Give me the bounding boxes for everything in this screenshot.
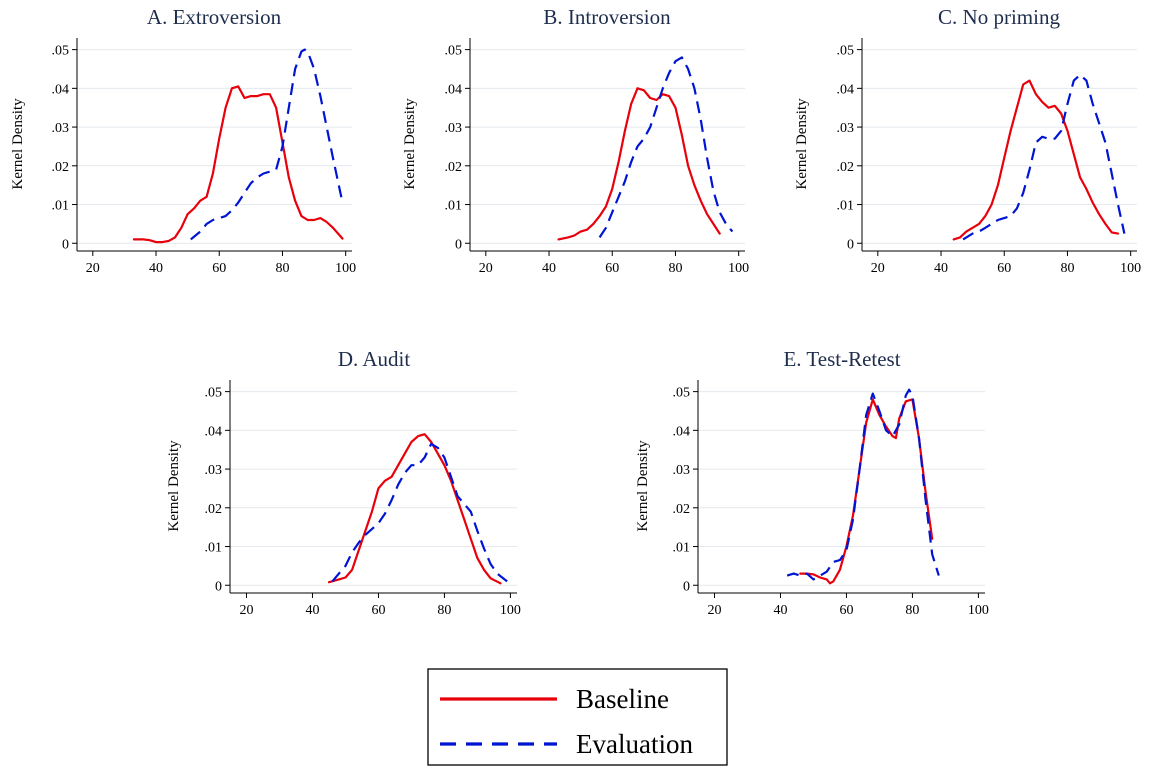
y-tick-label: 0 (683, 579, 690, 594)
y-axis-label: Kernel Density (794, 98, 810, 190)
panel-title: A. Extroversion (147, 5, 282, 29)
y-tick-label: .02 (445, 160, 463, 175)
series-line-baseline (952, 79, 1120, 241)
x-tick-label: 80 (437, 603, 451, 618)
x-tick-label: 40 (542, 261, 556, 276)
y-axis-label: Kernel Density (402, 98, 418, 190)
y-tick-label: .04 (673, 424, 691, 439)
plot-area: 0 .01 .02 .03 .04 .05 20 40 60 80 100 (837, 38, 1141, 276)
y-tick-label: .03 (673, 463, 691, 478)
y-tick-label: .05 (837, 44, 855, 59)
series-line-evaluation (786, 388, 940, 581)
series-line-baseline (557, 87, 721, 241)
y-tick-label: .05 (52, 44, 70, 59)
x-tick-label: 40 (934, 261, 948, 276)
x-tick-label: 40 (149, 261, 163, 276)
y-tick-label: .02 (837, 160, 855, 175)
legend-evaluation-label: Evaluation (576, 729, 693, 759)
y-tick-label: .05 (205, 386, 223, 401)
x-tick-label: 100 (1120, 261, 1141, 276)
x-tick-label: 60 (997, 261, 1011, 276)
y-tick-label: .03 (205, 463, 223, 478)
x-tick-label: 20 (86, 261, 100, 276)
series-line-evaluation (331, 442, 508, 583)
series-line-baseline (327, 433, 502, 585)
y-tick-label: .03 (837, 121, 855, 136)
panel-title: E. Test-Retest (783, 347, 900, 371)
y-tick-label: 0 (847, 237, 854, 252)
x-tick-label: 60 (839, 603, 853, 618)
x-tick-label: 20 (239, 603, 253, 618)
y-tick-label: .04 (52, 82, 70, 97)
x-tick-label: 100 (335, 261, 356, 276)
y-axis-label: Kernel Density (10, 98, 26, 190)
y-axis-label: Kernel Density (635, 440, 651, 532)
y-tick-label: .02 (52, 160, 70, 175)
panel-title: B. Introversion (543, 5, 671, 29)
x-tick-label: 40 (773, 603, 787, 618)
x-tick-label: 80 (905, 603, 919, 618)
y-tick-label: .03 (445, 121, 463, 136)
plot-area: 0 .01 .02 .03 .04 .05 20 40 60 80 100 (445, 38, 749, 276)
y-tick-label: 0 (455, 237, 462, 252)
x-tick-label: 80 (668, 261, 682, 276)
x-tick-label: 20 (479, 261, 493, 276)
series-line-evaluation (190, 48, 344, 241)
x-tick-label: 40 (305, 603, 319, 618)
y-tick-label: .01 (52, 199, 70, 214)
series-line-baseline (132, 85, 344, 244)
x-tick-label: 80 (1060, 261, 1074, 276)
legend: Baseline Evaluation (427, 668, 728, 766)
series-line-baseline (799, 398, 934, 585)
y-tick-label: .04 (205, 424, 223, 439)
panel-title: C. No priming (938, 5, 1060, 29)
series-line-evaluation (598, 56, 734, 239)
x-tick-label: 60 (212, 261, 226, 276)
plot-area: 0 .01 .02 .03 .04 .05 20 40 60 80 100 (673, 380, 989, 618)
y-tick-label: .05 (445, 44, 463, 59)
y-tick-label: 0 (62, 237, 69, 252)
y-axis-label: Kernel Density (166, 440, 182, 532)
y-tick-label: .04 (837, 82, 855, 97)
plot-area: 0 .01 .02 .03 .04 .05 20 40 60 80 100 (52, 38, 356, 276)
y-tick-label: .02 (205, 502, 223, 517)
x-tick-label: 20 (707, 603, 721, 618)
y-tick-label: .02 (673, 502, 691, 517)
series-line-evaluation (962, 73, 1126, 241)
panel-b: B. Introversion Kernel Density 0 .01 .02 .0… (402, 5, 749, 276)
y-tick-label: .05 (673, 386, 691, 401)
panel-c: C. No priming Kernel Density 0 .01 .02 .03.… (794, 5, 1141, 276)
panel-title: D. Audit (338, 347, 411, 371)
x-tick-label: 100 (728, 261, 749, 276)
panel-a: A. Extroversion Kernel Density 0 .01 .02 .0… (10, 5, 356, 276)
x-tick-label: 60 (605, 261, 619, 276)
plot-area: 0 .01 .02 .03 .04 .05 20 40 60 80 100 (205, 380, 521, 618)
panel-d: D. Audit Kernel Density 0 .01 .02 .03 .04 .05… (166, 347, 521, 618)
x-tick-label: 100 (500, 603, 521, 618)
y-tick-label: .01 (205, 541, 223, 556)
x-tick-label: 60 (371, 603, 385, 618)
legend-baseline-label: Baseline (576, 684, 669, 714)
x-tick-label: 100 (968, 603, 989, 618)
x-tick-label: 80 (275, 261, 289, 276)
y-tick-label: .01 (673, 541, 691, 556)
x-tick-label: 20 (871, 261, 885, 276)
y-tick-label: .01 (837, 199, 855, 214)
y-tick-label: 0 (215, 579, 222, 594)
y-tick-label: .04 (445, 82, 463, 97)
y-tick-label: .01 (445, 199, 463, 214)
legend-box (427, 668, 728, 766)
panel-e: E. Test-Retest Kernel Density 0 .01 .02 .03… (635, 347, 989, 618)
y-tick-label: .03 (52, 121, 70, 136)
